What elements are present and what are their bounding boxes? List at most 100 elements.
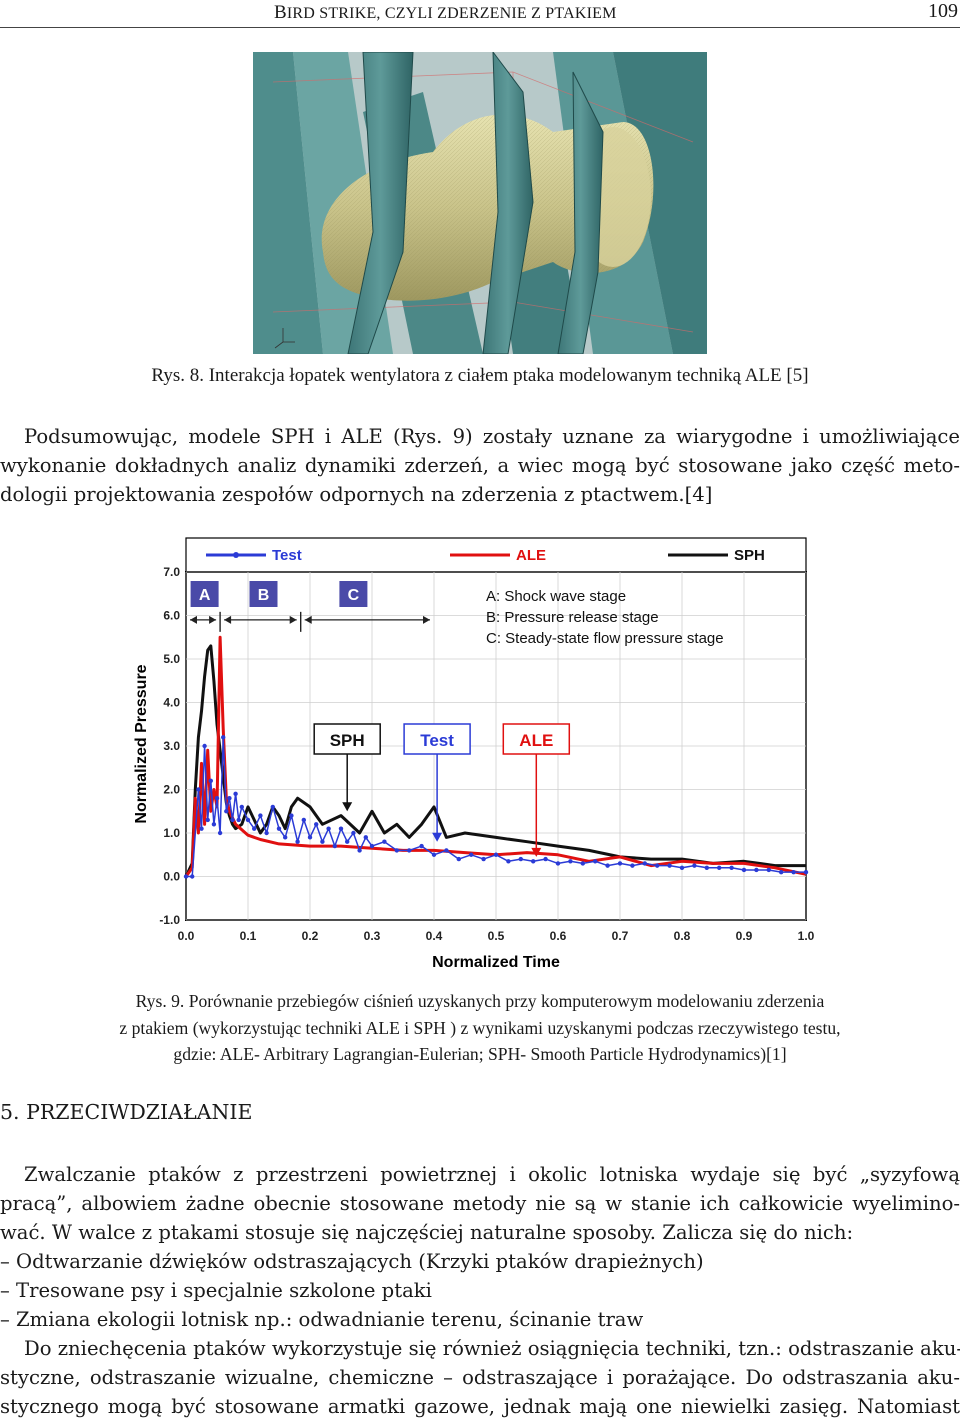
stage-box-label: C [348, 587, 360, 604]
test-data-point [456, 856, 461, 862]
chart-callouts: SPH Test ALE [313, 723, 571, 857]
test-data-point [301, 817, 306, 823]
test-data-point [717, 865, 722, 870]
test-data-point [221, 735, 226, 740]
x-tick-label: 0.1 [240, 929, 257, 943]
test-data-point [779, 869, 784, 875]
figure-9-caption: Rys. 9. Porównanie przebiegów ciśnień uz… [0, 988, 960, 1068]
y-tick-labels: 7.0 6.0 5.0 4.0 3.0 2.0 1.0 0.0 -1.0 [159, 565, 180, 927]
test-data-point [283, 835, 288, 840]
test-data-point [791, 869, 796, 875]
test-data-point [258, 813, 263, 818]
test-data-point [506, 859, 511, 864]
caption-line: Rys. 9. Porównanie przebiegów ciśnień uz… [135, 991, 825, 1011]
x-tick-label: 1.0 [798, 929, 815, 943]
chart-legend: Test ALE SPH [206, 547, 765, 564]
paragraph-countermeasures: Zwalczanie ptaków z przestrzeni powietrz… [0, 1160, 960, 1421]
y-tick-label: 1.0 [163, 826, 180, 840]
test-data-point [307, 835, 313, 840]
legend-label: Test [272, 547, 302, 564]
test-data-point [419, 843, 424, 849]
running-title-rest: IRD STRIKE, CZYLI ZDERZENIE Z PTAKIEM [286, 5, 617, 22]
test-data-point [630, 863, 635, 868]
test-data-point [326, 826, 331, 831]
stage-note: A: Shock wave stage [486, 588, 626, 605]
callout-arrowhead [432, 832, 443, 842]
section-heading: 5. PRZECIWDZIAŁANIE [0, 1100, 253, 1124]
y-tick-label: 2.0 [163, 783, 180, 797]
test-data-point [202, 743, 207, 749]
stage-arrowhead [423, 615, 430, 624]
test-data-point [236, 817, 241, 823]
test-data-point [196, 787, 201, 792]
test-data-point [270, 804, 275, 810]
stage-box-label: A [199, 587, 211, 604]
test-data-point [276, 826, 282, 831]
paragraph-line: Podsumowując, modele SPH i ALE (Rys. 9) … [24, 425, 960, 448]
test-data-point [199, 826, 204, 831]
y-tick-label: 6.0 [163, 609, 180, 623]
test-data-point [230, 817, 235, 823]
chart-series [183, 635, 809, 879]
test-data-point [382, 839, 387, 844]
x-tick-label: 0.8 [674, 929, 691, 943]
test-data-point [655, 863, 660, 868]
test-data-point [363, 835, 368, 840]
test-data-point [444, 848, 449, 853]
list-item: – Odtwarzanie dźwięków odstraszających (… [0, 1250, 704, 1273]
test-data-point [431, 852, 437, 857]
test-data-point [803, 869, 809, 875]
test-data-point [295, 839, 300, 844]
test-data-point [217, 830, 223, 836]
test-data-point [617, 861, 623, 866]
figure-8-caption: Rys. 8. Interakcja łopatek wentylatora z… [151, 365, 809, 386]
test-data-point [224, 809, 229, 814]
running-title-initial: B [274, 2, 287, 23]
test-data-point [531, 859, 536, 864]
foreground-blades [347, 52, 604, 354]
test-data-point [239, 804, 244, 810]
test-data-point [754, 867, 759, 873]
test-data-point [351, 830, 356, 836]
y-tick-label: 0.0 [163, 870, 180, 884]
stage-notes: A: Shock wave stage B: Pressure release s… [486, 588, 724, 647]
test-data-point [580, 861, 585, 866]
fan-blade-bird-render [253, 52, 707, 354]
test-data-point [679, 865, 685, 870]
test-data-point [252, 826, 257, 831]
test-data-point [518, 856, 523, 862]
test-data-point [357, 848, 362, 853]
stage-box-label: B [258, 587, 270, 604]
y-tick-label: -1.0 [159, 913, 180, 927]
test-data-point [332, 843, 337, 849]
test-data-point [369, 843, 375, 849]
legend-marker [233, 552, 239, 558]
x-tick-label: 0.5 [488, 929, 505, 943]
test-data-point [233, 791, 238, 797]
stage-box [190, 581, 219, 607]
test-data-point [642, 861, 647, 866]
running-title: BIRD STRIKE, CZYLI ZDERZENIE Z PTAKIEM [274, 2, 617, 24]
test-data-point [314, 822, 319, 827]
paragraph-line: dologii projektowania zespołów odpornych… [0, 483, 713, 506]
test-data-point [338, 826, 344, 831]
callout-label: ALE [519, 731, 553, 750]
callout-arrowhead [531, 847, 542, 857]
test-data-point [345, 839, 350, 844]
y-tick-label: 3.0 [163, 739, 180, 753]
caption-line: gdzie: ALE- Arbitrary Lagrangian-Euleria… [173, 1044, 787, 1064]
stage-box [249, 581, 278, 607]
series-line-sph [184, 644, 806, 878]
stage-note: C: Steady-state flow pressure stage [486, 630, 724, 647]
page-number: 109 [928, 0, 958, 22]
paragraph-line: pracą”, albowiem żadne obecnie stosowane… [0, 1192, 960, 1215]
test-data-point [227, 796, 232, 801]
y-tick-label: 4.0 [163, 696, 180, 710]
x-tick-label: 0.4 [426, 929, 443, 943]
x-tick-label: 0.9 [736, 929, 753, 943]
callout-label: Test [420, 731, 454, 750]
test-data-point [205, 817, 210, 823]
paragraph-summary: Podsumowując, modele SPH i ALE (Rys. 9) … [0, 422, 960, 509]
list-item: – Tresowane psy i specjalnie szkolone pt… [0, 1279, 432, 1302]
test-data-point [407, 848, 412, 853]
